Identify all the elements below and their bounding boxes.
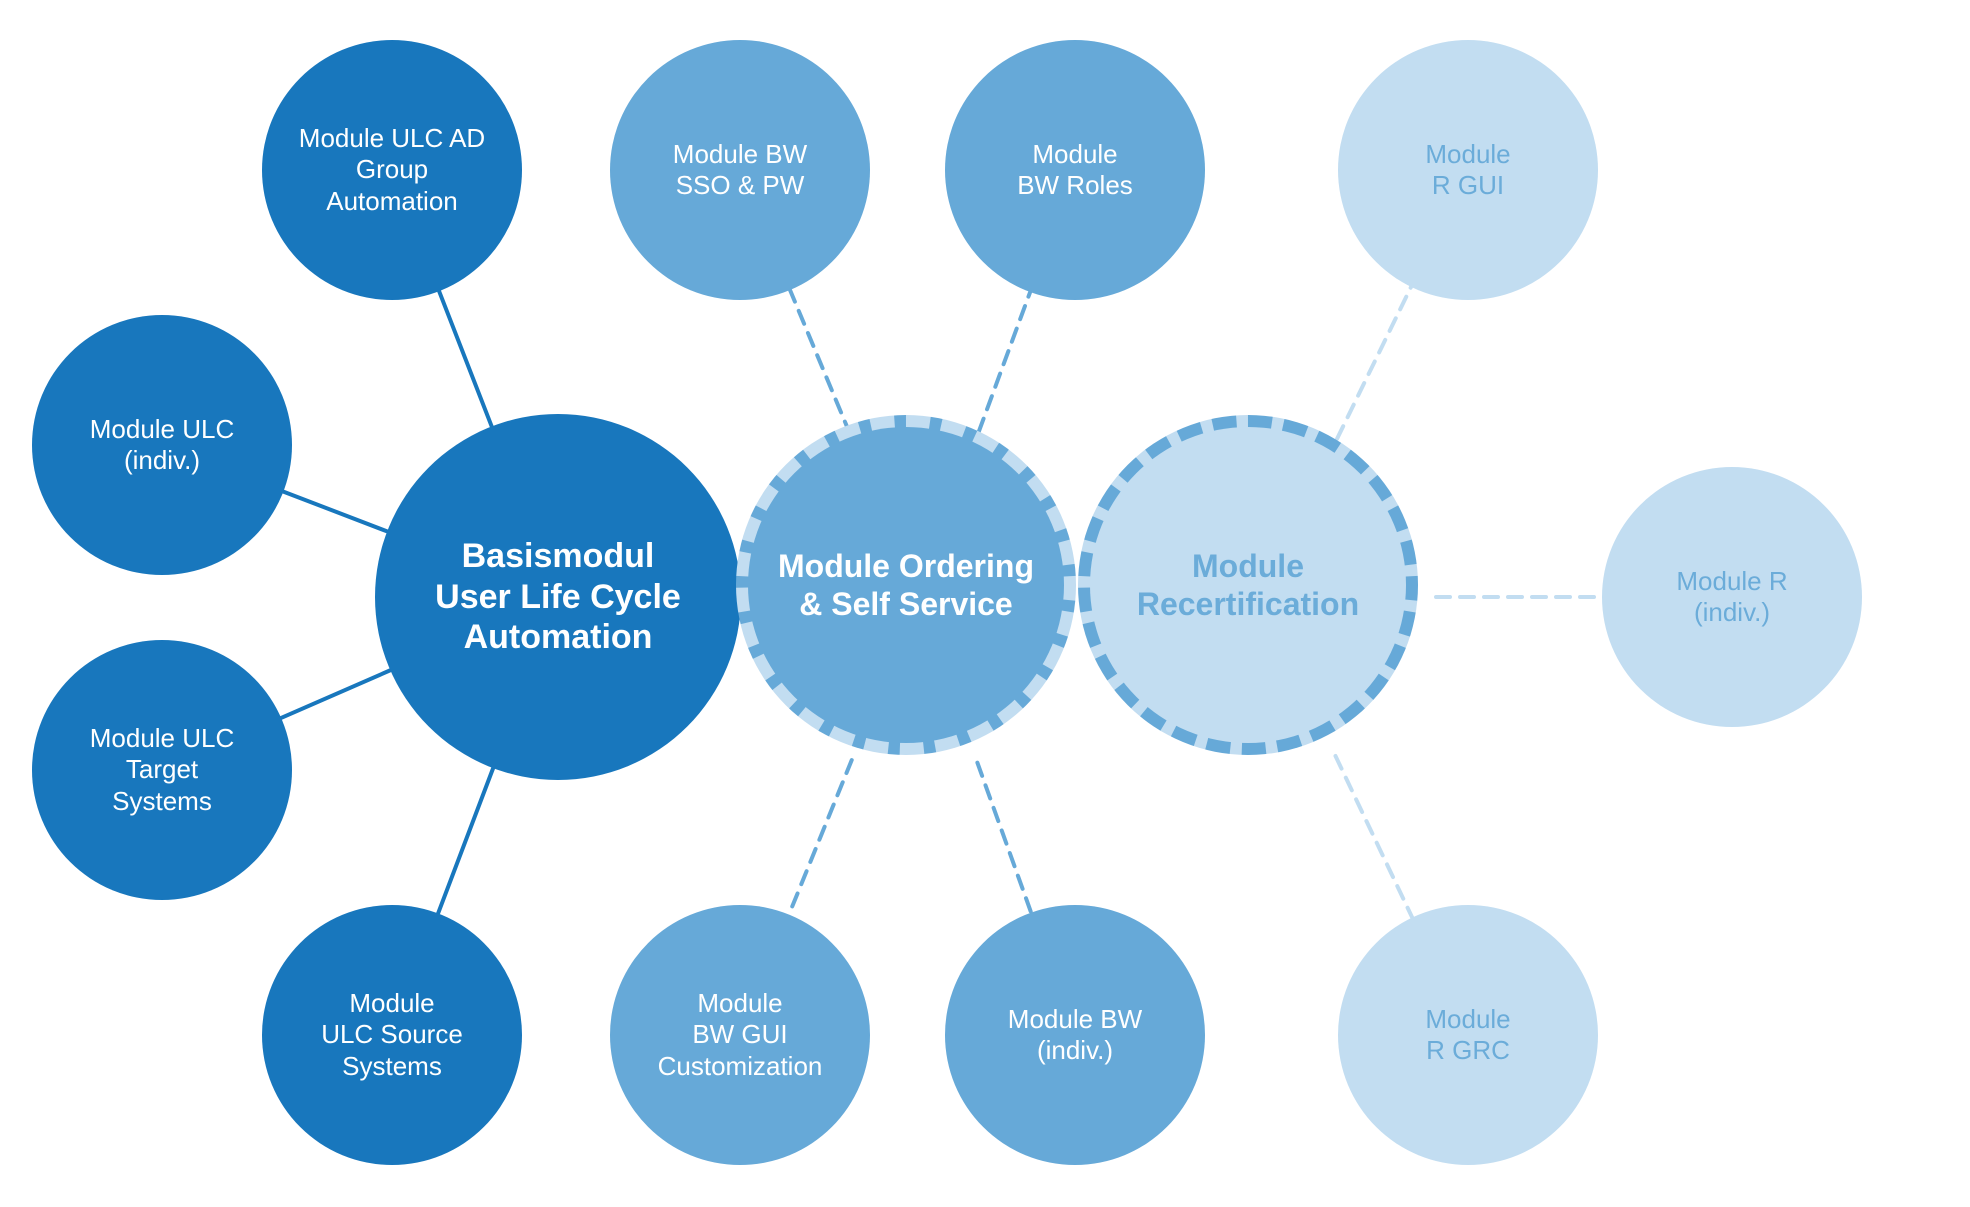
c-ulc-target-label: Module ULCTargetSystems — [45, 723, 279, 817]
c-r-gui-label: ModuleR GUI — [1351, 139, 1585, 201]
hub-recert: ModuleRecertification — [1078, 415, 1418, 755]
hub-recert-label: ModuleRecertification — [1106, 547, 1390, 624]
c-ulc-source-label: ModuleULC SourceSystems — [275, 988, 509, 1082]
c-ulc-ad: Module ULC ADGroupAutomation — [262, 40, 522, 300]
c-bw-sso-label: Module BWSSO & PW — [623, 139, 857, 201]
c-r-indiv: Module R(indiv.) — [1602, 467, 1862, 727]
c-r-gui: ModuleR GUI — [1338, 40, 1598, 300]
c-bw-indiv: Module BW(indiv.) — [945, 905, 1205, 1165]
c-ulc-target: Module ULCTargetSystems — [32, 640, 292, 900]
c-ulc-source: ModuleULC SourceSystems — [262, 905, 522, 1165]
hub-ulc: BasismodulUser Life CycleAutomation — [375, 414, 741, 780]
c-bw-gui: ModuleBW GUICustomization — [610, 905, 870, 1165]
hub-ordering-label: Module Ordering& Self Service — [764, 547, 1048, 624]
c-bw-gui-label: ModuleBW GUICustomization — [623, 988, 857, 1082]
c-r-indiv-label: Module R(indiv.) — [1615, 566, 1849, 628]
c-bw-roles-label: ModuleBW Roles — [958, 139, 1192, 201]
c-ulc-indiv-label: Module ULC(indiv.) — [45, 414, 279, 476]
hub-ulc-label: BasismodulUser Life CycleAutomation — [393, 536, 722, 658]
hub-ordering: Module Ordering& Self Service — [736, 415, 1076, 755]
diagram-stage: BasismodulUser Life CycleAutomation Modul… — [0, 0, 1970, 1207]
c-bw-sso: Module BWSSO & PW — [610, 40, 870, 300]
c-r-grc-label: ModuleR GRC — [1351, 1004, 1585, 1066]
c-bw-indiv-label: Module BW(indiv.) — [958, 1004, 1192, 1066]
c-ulc-indiv: Module ULC(indiv.) — [32, 315, 292, 575]
c-r-grc: ModuleR GRC — [1338, 905, 1598, 1165]
c-bw-roles: ModuleBW Roles — [945, 40, 1205, 300]
c-ulc-ad-label: Module ULC ADGroupAutomation — [275, 123, 509, 217]
